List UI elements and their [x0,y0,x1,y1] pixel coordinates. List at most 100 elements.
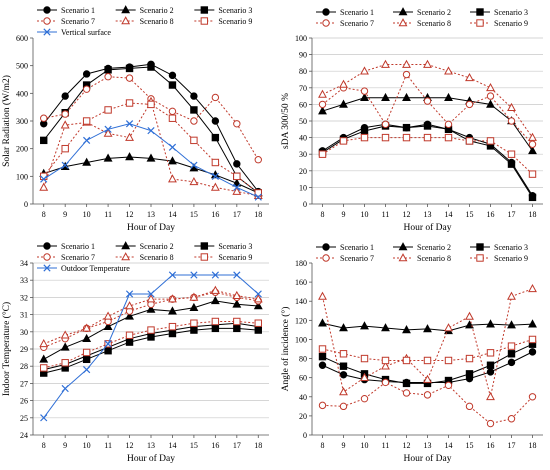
data-point [381,378,390,387]
legend-marker [121,241,131,250]
x-tick-label: 18 [529,441,537,450]
data-point [211,93,220,102]
data-point [339,350,348,358]
data-point [402,325,411,334]
x-tick-label: 12 [126,441,134,450]
legend-marker [200,6,209,14]
data-point [423,374,432,383]
series-scenario-9 [40,317,262,372]
y-axis-label: Angle of incidence (°) [280,307,291,392]
data-point [360,92,369,102]
data-point [125,338,134,346]
data-point [147,63,155,71]
data-point [465,320,474,329]
legend-entry: Scenario 1 [37,242,95,251]
legend-entry: Scenario 8 [115,252,174,262]
data-point [254,290,262,298]
x-tick-label: 18 [529,210,537,219]
legend-marker [398,242,408,251]
data-point [381,133,390,142]
y-tick-label: 60 [299,100,307,109]
data-point [190,92,198,100]
x-axis-label: Hour of Day [403,453,451,464]
y-tick-label: 32 [20,293,28,302]
data-point [168,322,177,331]
y-axis-label: sDA 300/50 % [281,93,291,149]
y-tick-label: 80 [299,67,307,76]
legend-entry: Scenario 7 [37,17,95,26]
legend-label: Scenario 8 [417,19,451,28]
data-point [318,89,327,98]
x-tick-label: 9 [342,441,346,450]
legend-marker [322,8,330,16]
data-point [528,132,537,141]
series-scenario-8 [39,285,263,348]
data-point [381,361,390,370]
x-tick-label: 14 [445,441,453,450]
y-tick-label: 26 [20,397,28,406]
x-tick-label: 16 [211,441,219,450]
data-point [40,175,48,183]
y-tick-label: 300 [16,117,28,126]
series-scenario-9 [40,99,262,197]
data-point [507,102,516,112]
data-point [147,127,155,135]
chart-panel-3: 24 25 26 27 28 29 30 31 32 33 34 8 9 10 11 12 13 14 15 16 17… [1,241,269,464]
data-point [147,290,155,298]
legend-label: Scenario 3 [218,6,252,15]
x-tick-label: 9 [63,210,67,219]
legend-label: Scenario 9 [218,253,252,262]
data-point [339,362,348,370]
data-point [103,321,113,330]
legend-marker [121,5,131,14]
data-point [168,306,177,315]
legend-label: Scenario 3 [218,242,252,251]
legend-label: Scenario 1 [340,243,374,252]
x-tick-label: 10 [361,441,369,450]
data-point [528,393,537,401]
legend-label: Scenario 2 [140,242,174,251]
data-point [232,186,242,195]
x-tick-label: 11 [104,441,112,450]
y-tick-label: 400 [16,89,28,98]
data-point [528,283,537,293]
data-point [61,110,69,118]
data-point [486,82,495,92]
legend-entry: Scenario 3 [194,242,252,251]
legend-marker [322,243,330,251]
series-scenario-7 [318,378,537,428]
data-point [465,137,474,145]
y-tick-label: 120 [295,316,307,325]
data-point [125,74,134,82]
data-point [528,348,537,356]
legend-entry: Scenario 2 [393,242,451,252]
y-tick-label: 30 [20,328,28,337]
y-tick-label: 70 [299,84,307,93]
y-axis-label: Solar Radiation (W/m2) [1,75,12,167]
series-line [43,291,259,348]
data-point [60,342,70,351]
data-point [190,319,198,327]
data-point [40,136,48,145]
data-point [486,368,495,376]
data-point [507,320,516,329]
x-tick-label: 11 [104,210,112,219]
legend-entry: Scenario 2 [115,5,174,15]
data-point [507,358,516,367]
series-scenario-1 [40,60,262,196]
legend-label: Vertical surface [61,28,111,37]
data-point [103,311,113,320]
y-tick-label: 10 [299,183,307,192]
data-point [190,326,198,334]
legend-label: Scenario 2 [140,6,174,15]
data-point [61,359,69,367]
legend-marker [322,19,330,27]
data-point [232,290,242,299]
y-tick-label: 28 [20,362,28,371]
data-point [465,402,474,411]
data-point [423,97,432,105]
series-line [43,156,259,194]
data-point [381,323,390,332]
data-point [360,372,369,381]
chart-panel-2: 0 10 20 30 40 50 60 70 80 90 100 8 9 10 11 12 13 14 15 16 17… [281,7,543,233]
